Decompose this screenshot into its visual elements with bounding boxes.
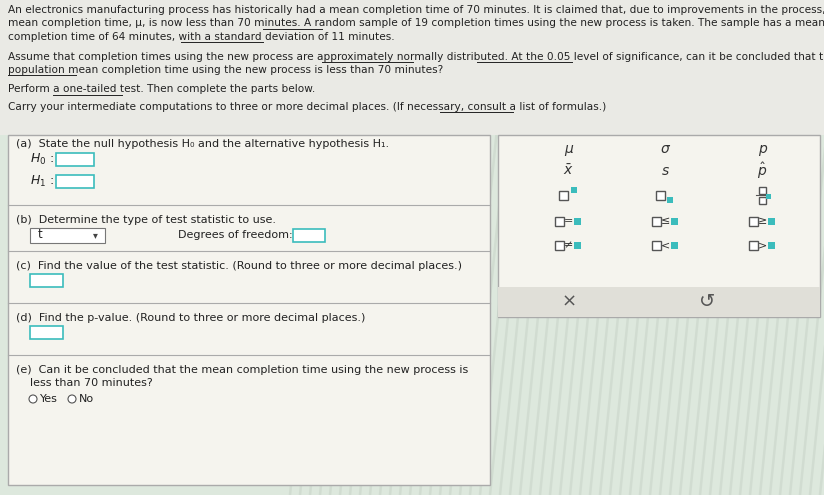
Text: $H_1$: $H_1$: [30, 173, 46, 189]
FancyBboxPatch shape: [30, 274, 63, 287]
Text: ▾: ▾: [92, 230, 97, 240]
FancyBboxPatch shape: [555, 216, 564, 226]
Circle shape: [68, 395, 76, 403]
FancyBboxPatch shape: [767, 217, 775, 225]
FancyBboxPatch shape: [759, 197, 765, 203]
Text: ×: ×: [561, 293, 577, 311]
Text: No: No: [79, 394, 94, 404]
Text: Degrees of freedom:: Degrees of freedom:: [178, 230, 293, 240]
Text: s: s: [662, 164, 669, 178]
Text: ≠: ≠: [564, 240, 574, 250]
FancyBboxPatch shape: [8, 135, 490, 485]
FancyBboxPatch shape: [652, 241, 661, 249]
FancyBboxPatch shape: [498, 135, 820, 317]
FancyBboxPatch shape: [748, 216, 757, 226]
Text: :: :: [50, 175, 54, 188]
Text: (a)  State the null hypothesis H₀ and the alternative hypothesis H₁.: (a) State the null hypothesis H₀ and the…: [16, 139, 389, 149]
FancyBboxPatch shape: [30, 326, 63, 339]
Text: less than 70 minutes?: less than 70 minutes?: [30, 378, 152, 388]
FancyBboxPatch shape: [56, 175, 94, 188]
FancyBboxPatch shape: [0, 0, 824, 135]
Text: σ: σ: [661, 142, 670, 156]
Text: Assume that completion times using the new process are approximately normally di: Assume that completion times using the n…: [8, 51, 824, 61]
Text: Perform a one-tailed test. Then complete the parts below.: Perform a one-tailed test. Then complete…: [8, 85, 316, 95]
Text: (b)  Determine the type of test statistic to use.: (b) Determine the type of test statistic…: [16, 215, 276, 225]
Text: t: t: [38, 229, 43, 242]
Text: >: >: [757, 240, 766, 250]
Text: p: p: [757, 142, 766, 156]
Text: Yes: Yes: [40, 394, 58, 404]
Text: population mean completion time using the new process is less than 70 minutes?: population mean completion time using th…: [8, 65, 443, 75]
FancyBboxPatch shape: [767, 242, 775, 248]
FancyBboxPatch shape: [765, 194, 770, 198]
Text: <: <: [661, 240, 670, 250]
Text: $\bar{x}$: $\bar{x}$: [564, 163, 574, 178]
Text: :: :: [50, 152, 54, 165]
FancyBboxPatch shape: [671, 242, 678, 248]
Text: =: =: [564, 216, 574, 226]
Circle shape: [29, 395, 37, 403]
Text: ↺: ↺: [699, 293, 715, 311]
Text: (e)  Can it be concluded that the mean completion time using the new process is: (e) Can it be concluded that the mean co…: [16, 365, 468, 375]
FancyBboxPatch shape: [671, 217, 678, 225]
FancyBboxPatch shape: [759, 187, 765, 194]
Text: (c)  Find the value of the test statistic. (Round to three or more decimal place: (c) Find the value of the test statistic…: [16, 261, 462, 271]
Text: An electronics manufacturing process has historically had a mean completion time: An electronics manufacturing process has…: [8, 5, 824, 15]
FancyBboxPatch shape: [571, 187, 577, 193]
Text: (d)  Find the p-value. (Round to three or more decimal places.): (d) Find the p-value. (Round to three or…: [16, 313, 365, 323]
FancyBboxPatch shape: [667, 197, 673, 203]
FancyBboxPatch shape: [656, 191, 665, 199]
Text: $H_0$: $H_0$: [30, 151, 46, 166]
FancyBboxPatch shape: [574, 217, 582, 225]
FancyBboxPatch shape: [555, 241, 564, 249]
FancyBboxPatch shape: [574, 242, 582, 248]
Text: μ: μ: [564, 142, 574, 156]
FancyBboxPatch shape: [559, 191, 569, 199]
Text: ≤: ≤: [661, 216, 670, 226]
Text: $\hat{p}$: $\hat{p}$: [757, 161, 767, 181]
FancyBboxPatch shape: [56, 153, 94, 166]
FancyBboxPatch shape: [498, 287, 820, 317]
Text: mean completion time, μ, is now less than 70 minutes. A random sample of 19 comp: mean completion time, μ, is now less tha…: [8, 18, 824, 29]
FancyBboxPatch shape: [293, 229, 325, 242]
Text: completion time of 64 minutes, with a standard deviation of 11 minutes.: completion time of 64 minutes, with a st…: [8, 32, 395, 42]
FancyBboxPatch shape: [30, 228, 105, 243]
Text: ≥: ≥: [757, 216, 766, 226]
Text: Carry your intermediate computations to three or more decimal places. (If necess: Carry your intermediate computations to …: [8, 102, 606, 112]
FancyBboxPatch shape: [748, 241, 757, 249]
FancyBboxPatch shape: [652, 216, 661, 226]
